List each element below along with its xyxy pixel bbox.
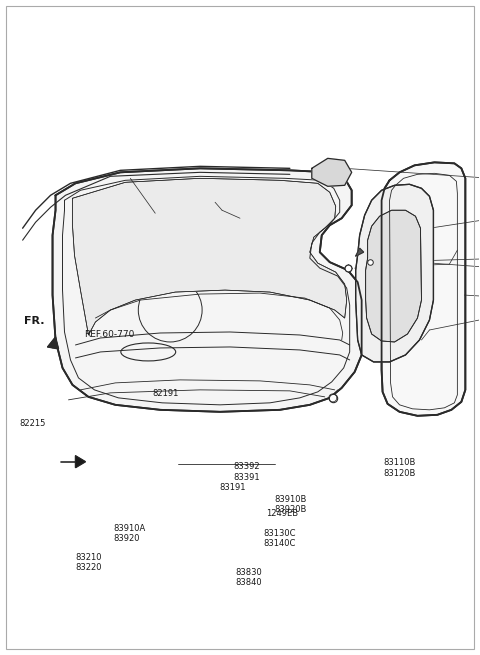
Text: 83110B
83120B: 83110B 83120B xyxy=(384,458,416,477)
Polygon shape xyxy=(72,178,347,335)
Polygon shape xyxy=(52,168,361,412)
Polygon shape xyxy=(356,248,364,256)
Polygon shape xyxy=(312,159,352,186)
Polygon shape xyxy=(75,456,85,468)
Text: 82191: 82191 xyxy=(153,389,179,398)
Text: FR.: FR. xyxy=(24,316,44,326)
Text: 1249EB: 1249EB xyxy=(266,509,298,518)
Polygon shape xyxy=(366,210,421,342)
Text: 83830
83840: 83830 83840 xyxy=(235,568,262,588)
Text: 83910B
83920B: 83910B 83920B xyxy=(275,495,307,514)
Text: 83392
83391: 83392 83391 xyxy=(234,462,261,481)
Polygon shape xyxy=(382,162,465,416)
Text: 82215: 82215 xyxy=(19,419,45,428)
Polygon shape xyxy=(48,337,59,349)
Text: 83130C
83140C: 83130C 83140C xyxy=(263,529,296,548)
Text: 83191: 83191 xyxy=(219,483,245,492)
Text: REF.60-770: REF.60-770 xyxy=(84,330,135,339)
Text: 83910A
83920: 83910A 83920 xyxy=(113,523,145,543)
Text: 83210
83220: 83210 83220 xyxy=(75,553,101,572)
Polygon shape xyxy=(356,184,433,362)
